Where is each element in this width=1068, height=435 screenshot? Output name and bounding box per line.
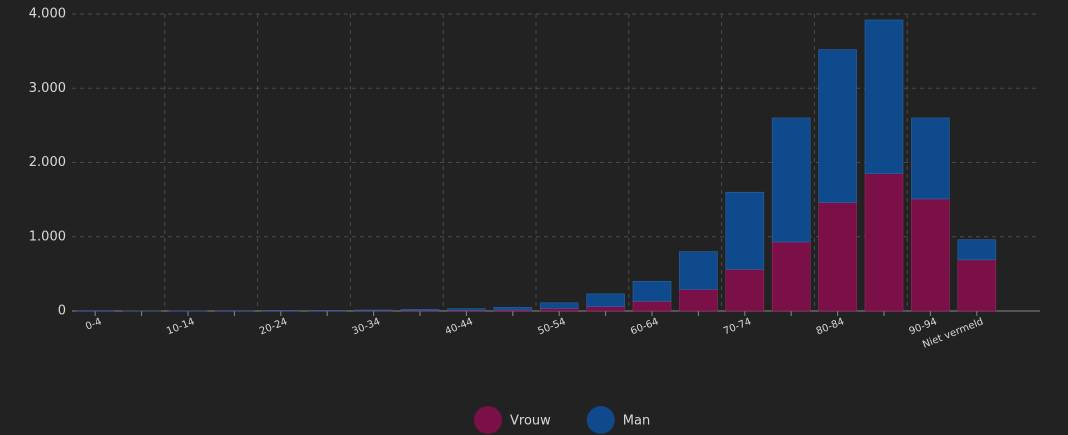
bar-segment [725, 269, 765, 312]
bar-segment [632, 301, 672, 312]
x-tick-label: 10-14 [165, 316, 196, 337]
bar-segment [818, 49, 857, 203]
x-tick-label: 20-24 [258, 316, 289, 337]
bar-segment [911, 198, 950, 312]
bar-segment [354, 309, 393, 311]
bar-segment [957, 239, 997, 261]
bar-segment [539, 308, 579, 312]
bar-segment [493, 306, 533, 311]
bar-segment [447, 308, 486, 311]
bar-segment [679, 251, 718, 290]
y-tick-label: 1.000 [29, 229, 66, 244]
y-tick-label: 2.000 [29, 155, 66, 170]
bar-segment [586, 306, 625, 312]
bar-segment [818, 202, 857, 312]
x-tick-label: 50-54 [536, 316, 567, 337]
legend-label: Vrouw [510, 414, 551, 429]
y-tick-label: 0 [58, 304, 66, 319]
x-tick-label: 70-74 [722, 316, 753, 337]
bar-segment [632, 280, 672, 302]
x-tick-label: 30-34 [351, 316, 382, 337]
bar-segment [679, 289, 718, 312]
bar-segment [771, 117, 811, 243]
bar-segment [771, 241, 811, 312]
bar-segment [725, 191, 765, 270]
bar-segment [864, 19, 904, 174]
bar-segment [539, 302, 579, 309]
y-tick-label: 4.000 [29, 7, 66, 22]
bar-segment [864, 173, 904, 312]
x-tick-label: 80-84 [815, 316, 846, 337]
bar-segment [911, 117, 950, 200]
bar-segment [586, 293, 625, 307]
legend-swatch [474, 406, 502, 434]
legend-label: Man [623, 414, 650, 429]
x-tick-label: 40-44 [444, 316, 475, 337]
x-tick-label: 60-64 [629, 316, 660, 337]
bar-segment [400, 308, 440, 311]
legend-swatch [586, 406, 615, 434]
y-tick-label: 3.000 [29, 81, 66, 96]
x-tick-label: 0-4 [84, 316, 103, 332]
bar-segment [957, 259, 997, 312]
